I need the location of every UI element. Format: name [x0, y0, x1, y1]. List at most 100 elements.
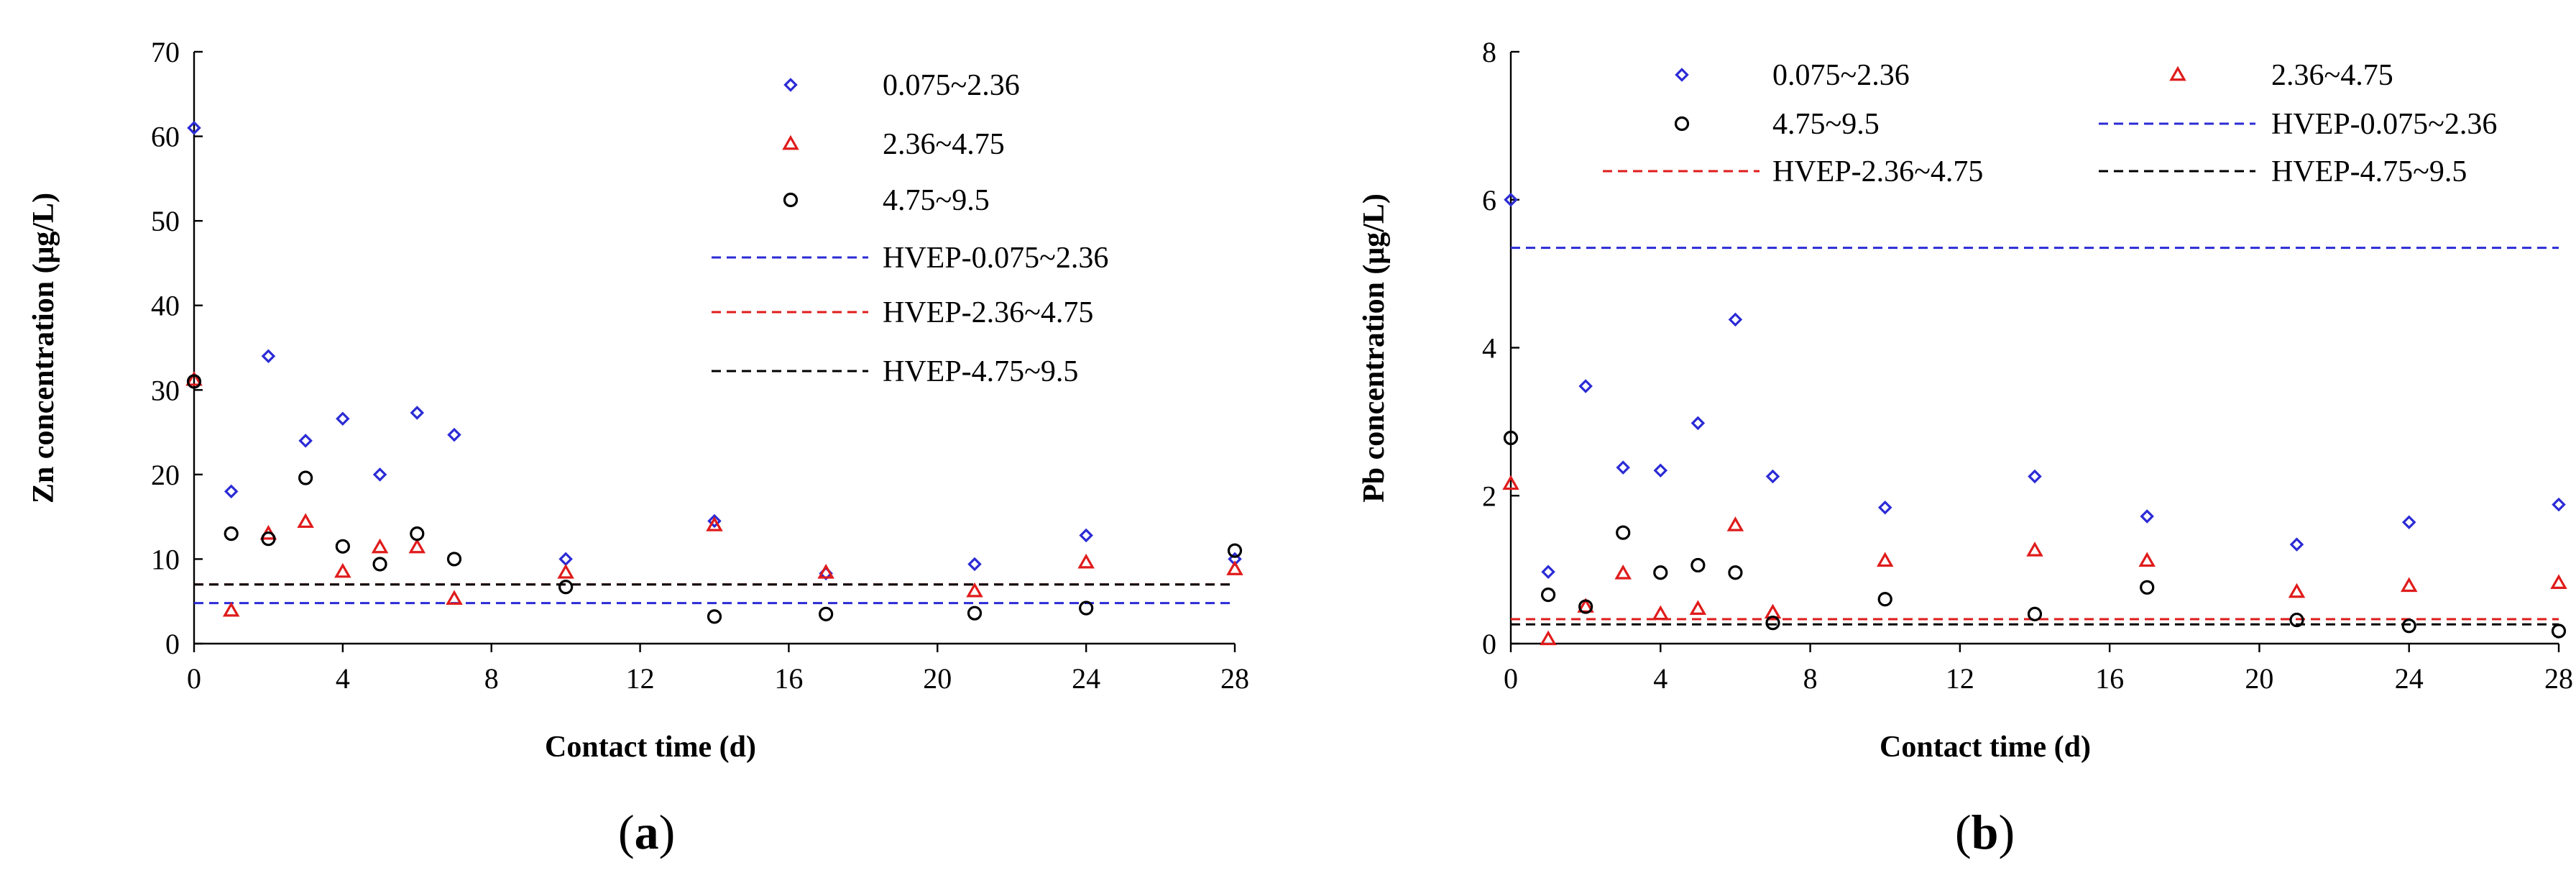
legend-label: HVEP-0.075~2.36	[2271, 108, 2497, 141]
legend-label: 4.75~9.5	[1772, 108, 1880, 141]
data-point	[706, 516, 723, 531]
data-point	[966, 582, 983, 598]
x-tick-label: 24	[2395, 662, 2424, 695]
y-tick-label: 30	[151, 374, 180, 406]
data-point	[334, 562, 351, 578]
data-point	[819, 606, 834, 621]
data-point	[261, 531, 276, 547]
data-point	[1077, 553, 1095, 569]
data-point	[1690, 557, 1706, 573]
data-point	[298, 434, 313, 448]
x-axis-title: Contact time (d)	[545, 731, 756, 764]
data-point	[817, 564, 834, 579]
y-tick-label: 0	[1482, 628, 1496, 660]
data-point	[224, 484, 239, 499]
data-point	[1877, 592, 1892, 607]
y-tick-label: 10	[151, 543, 180, 575]
data-point	[1726, 516, 1744, 531]
data-point	[187, 121, 201, 135]
data-point	[336, 411, 350, 426]
legend-label: 2.36~4.75	[2271, 59, 2393, 92]
legend-label: HVEP-4.75~9.5	[883, 355, 1078, 388]
data-point	[2140, 509, 2154, 524]
data-point	[2289, 537, 2304, 552]
series-4-75-9-5	[186, 374, 1243, 624]
legend-marker-2-36-4-75	[782, 134, 799, 150]
data-point	[2552, 497, 2566, 512]
data-point	[2140, 580, 2155, 595]
y-tick-label: 2	[1482, 480, 1496, 512]
data-point	[1616, 460, 1630, 475]
data-point	[185, 370, 203, 386]
data-point	[1653, 463, 1668, 478]
data-point	[1079, 528, 1093, 543]
series-0-075-2-36	[187, 121, 1242, 581]
legend-marker-4-75-9-5	[783, 192, 799, 208]
data-point	[261, 349, 276, 364]
data-point	[557, 564, 574, 579]
data-point	[1689, 600, 1707, 615]
x-tick-label: 0	[1504, 662, 1518, 695]
data-point	[2026, 542, 2043, 557]
data-point	[298, 470, 313, 485]
data-point	[372, 557, 387, 572]
legend-label: 0.075~2.36	[1772, 59, 1910, 92]
data-point	[1578, 599, 1593, 614]
y-tick-label: 8	[1482, 36, 1496, 68]
data-point	[372, 467, 387, 482]
legend-label: 0.075~2.36	[883, 69, 1020, 102]
y-tick-label: 40	[151, 290, 180, 322]
data-point	[186, 374, 202, 389]
legend: 0.075~2.36 2.36~4.75 4.75~9.5 HVEP-0.075~2.…	[1603, 59, 2497, 188]
data-point	[410, 526, 425, 542]
data-point	[2550, 574, 2567, 589]
data-point	[2401, 515, 2416, 530]
x-tick-label: 4	[336, 662, 350, 695]
y-tick-label: 50	[151, 205, 180, 237]
y-axis-title: Pb concentration (μg/L)	[1358, 193, 1391, 503]
y-axis-title: Zn concentration (μg/L)	[27, 193, 60, 503]
y-tick-label: 4	[1482, 332, 1496, 365]
data-point	[1765, 469, 1780, 484]
x-axis-title: Contact time (d)	[1880, 731, 2091, 764]
data-point	[2288, 582, 2306, 598]
data-point	[447, 427, 461, 442]
legend-label: HVEP-2.36~4.75	[883, 296, 1093, 329]
series-0-075-2-36	[1504, 192, 2566, 579]
data-point	[707, 609, 722, 624]
data-point	[2289, 612, 2304, 628]
data-point	[1728, 565, 1743, 580]
series-4-75-9-5	[1503, 430, 2567, 639]
y-tick-label: 0	[165, 628, 180, 660]
data-point	[1614, 565, 1632, 580]
data-point	[707, 513, 722, 529]
data-point	[558, 580, 574, 595]
data-point	[2551, 623, 2567, 639]
legend: 0.075~2.36 2.36~4.75 4.75~9.5 HVEP-0.075~2.…	[712, 69, 1108, 388]
legend-label: HVEP-4.75~9.5	[2271, 155, 2467, 188]
x-tick-label: 28	[1220, 662, 1249, 695]
x-tick-label: 8	[1803, 662, 1818, 695]
data-point	[1652, 605, 1670, 621]
data-point	[967, 606, 983, 621]
legend-label: 2.36~4.75	[883, 128, 1005, 161]
data-point	[297, 513, 314, 529]
legend-label: HVEP-2.36~4.75	[1772, 155, 1983, 188]
data-point	[1577, 598, 1594, 613]
legend-marker-0-075-2-36	[1675, 68, 1689, 82]
panel-label: (a)	[618, 805, 675, 859]
x-tick-label: 0	[187, 662, 201, 695]
x-tick-label: 4	[1653, 662, 1668, 695]
x-tick-label: 8	[484, 662, 499, 695]
data-point	[1876, 552, 1894, 567]
data-point	[222, 601, 240, 617]
data-point	[2138, 552, 2156, 567]
data-point	[1578, 379, 1593, 393]
x-tick-label: 20	[923, 662, 952, 695]
x-tick-label: 24	[1072, 662, 1100, 695]
y-tick-label: 20	[151, 459, 180, 491]
data-point	[1690, 416, 1706, 431]
data-point	[410, 406, 425, 420]
